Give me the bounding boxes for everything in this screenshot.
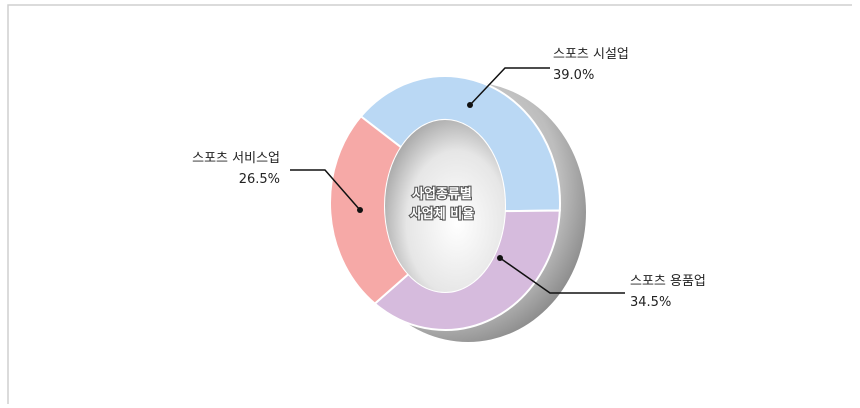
leader-line [499,257,625,294]
leader-dot [357,207,363,213]
center-label: 사업종류별 [412,186,472,202]
slice-label: 스포츠 시설업 [553,47,629,62]
slice-label: 스포츠 서비스업 [192,151,280,166]
donut-slice [329,115,410,305]
slice-value-label: 39.0% [553,68,594,83]
leader-dot [467,102,473,108]
slice-label: 스포츠 용품업 [630,274,706,289]
slice-value-label: 26.5% [239,172,280,187]
donut-hole [385,120,505,292]
frame [7,4,852,404]
leader-line [469,67,550,106]
center-label: 사업체 비율 [410,206,474,222]
slice-value-label: 34.5% [630,295,671,310]
leader-dot [497,255,503,261]
leader-line [290,169,361,211]
